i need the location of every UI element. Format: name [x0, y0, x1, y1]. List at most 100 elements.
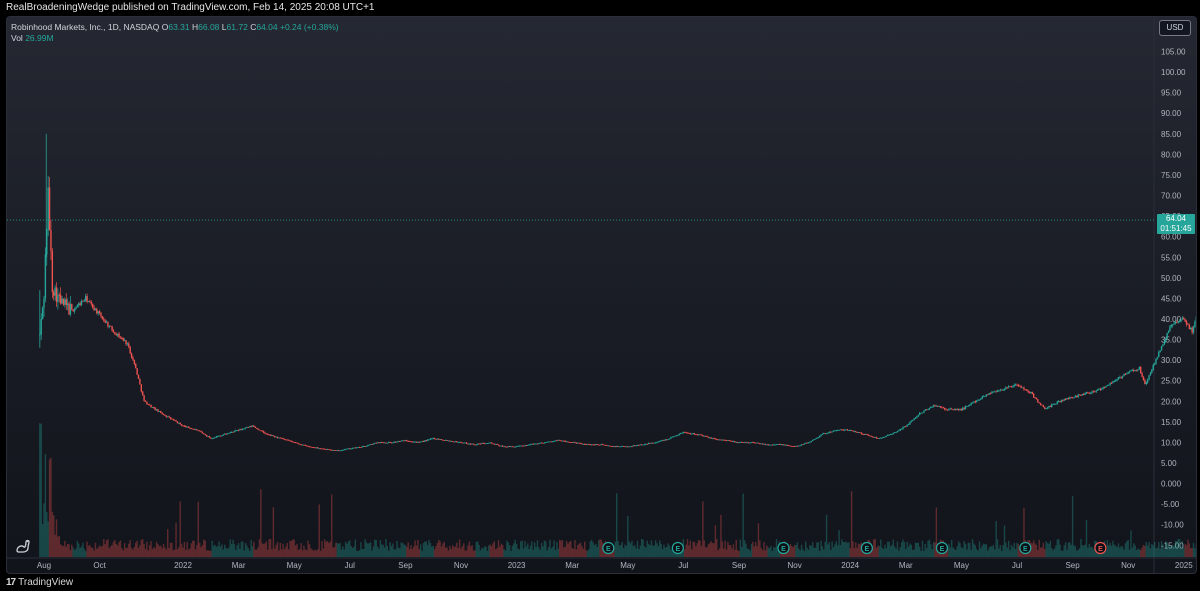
volume-bar — [834, 544, 836, 557]
close-label: C — [250, 22, 257, 32]
candle-body — [817, 437, 819, 438]
volume-bar — [572, 548, 575, 557]
volume-bar — [110, 546, 112, 557]
volume-bar — [432, 545, 434, 557]
candle-body — [187, 426, 190, 428]
candle-body — [1183, 317, 1185, 320]
volume-bar — [764, 550, 767, 557]
volume-bar — [632, 546, 635, 557]
candle-body — [855, 431, 857, 433]
volume-bar — [326, 541, 329, 557]
candle-body — [1137, 369, 1139, 371]
volume-bar — [133, 546, 136, 557]
volume-bar — [374, 539, 376, 557]
volume-bar — [891, 544, 893, 557]
volume-bar — [732, 544, 735, 557]
volume-bar — [832, 547, 835, 557]
volume-bar — [404, 545, 407, 557]
candle-body — [987, 394, 989, 396]
candle-body — [85, 296, 87, 301]
volume-bar — [920, 550, 922, 557]
volume-bar — [688, 545, 690, 557]
volume-bar — [539, 549, 541, 557]
volume-bar — [1145, 542, 1147, 557]
volume-bar — [460, 548, 462, 557]
candle-body — [357, 447, 359, 448]
candle-body — [1094, 391, 1096, 393]
volume-bar — [414, 540, 416, 557]
volume-bar — [723, 548, 725, 557]
candle-body — [314, 447, 316, 449]
candle-body — [108, 325, 111, 327]
candle-body — [677, 435, 679, 436]
volume-bar — [378, 548, 380, 557]
volume-bar — [1144, 545, 1146, 557]
candle-body — [691, 433, 693, 435]
volume-bar — [103, 539, 105, 557]
volume-bar — [225, 547, 227, 557]
volume-bar — [739, 539, 742, 557]
volume-bar — [261, 543, 263, 557]
volume-bar — [351, 548, 354, 557]
candle-body — [741, 441, 743, 443]
volume-bar — [570, 540, 572, 557]
candle-body — [94, 309, 97, 311]
x-tick-label: Jul — [1012, 561, 1022, 570]
volume-bar — [881, 547, 883, 557]
candle-body — [721, 439, 724, 441]
volume-bar — [435, 546, 437, 557]
volume-bar — [343, 549, 345, 557]
candle-body — [1045, 408, 1047, 409]
candle-body — [1194, 321, 1196, 327]
volume-bar — [192, 540, 194, 557]
candle-body — [998, 390, 1000, 391]
candle-body — [44, 254, 47, 299]
volume-bar — [445, 547, 447, 557]
candle-body — [932, 405, 935, 407]
volume-bar — [670, 549, 672, 557]
candle-body — [472, 443, 475, 445]
chart-panel[interactable]: 105.00 100.00 95.00 90.00 85.00 80.00 75.00 70.… — [6, 16, 1197, 574]
volume-bar — [467, 545, 469, 557]
x-tick-label: 2025 — [1175, 561, 1193, 570]
candle-body — [440, 439, 443, 440]
candle-body — [557, 439, 559, 441]
candle-body — [843, 429, 846, 431]
x-tick-label: May — [287, 561, 302, 570]
candle-body — [194, 429, 197, 431]
volume-bar — [73, 550, 76, 557]
candle-body — [404, 440, 407, 441]
volume-bar — [54, 534, 56, 557]
currency-selector[interactable]: USD — [1159, 20, 1191, 36]
dino-icon[interactable] — [15, 537, 33, 555]
volume-bar — [646, 540, 648, 557]
candle-body — [631, 446, 633, 448]
candle-body — [1159, 350, 1161, 353]
volume-bar — [877, 545, 879, 557]
candle-body — [141, 391, 144, 396]
candle-body — [948, 409, 950, 410]
candle-body — [400, 440, 402, 442]
candle-body — [924, 409, 926, 411]
candle-body — [617, 446, 619, 447]
price-chart[interactable]: 105.00100.0095.0090.0085.0080.0075.0070.… — [7, 17, 1196, 573]
volume-bar — [1176, 541, 1178, 557]
candle-body — [296, 442, 298, 444]
candle-body — [892, 432, 894, 435]
candle-body — [285, 439, 287, 441]
candle-body — [261, 430, 263, 432]
volume-bar — [590, 539, 593, 557]
tradingview-logo[interactable]: 17 TradingView — [6, 576, 73, 590]
volume-bar — [806, 547, 808, 557]
candle-body — [811, 439, 814, 441]
volume-bar — [80, 546, 83, 557]
candle-body — [914, 417, 917, 419]
candle-body — [1035, 397, 1038, 400]
volume-bar — [563, 547, 565, 557]
candle-body — [595, 444, 597, 445]
candle-body — [939, 406, 942, 408]
volume-bar — [190, 543, 193, 557]
volume-bar — [160, 545, 162, 557]
candle-body — [385, 442, 387, 444]
candle-body — [1048, 406, 1050, 408]
